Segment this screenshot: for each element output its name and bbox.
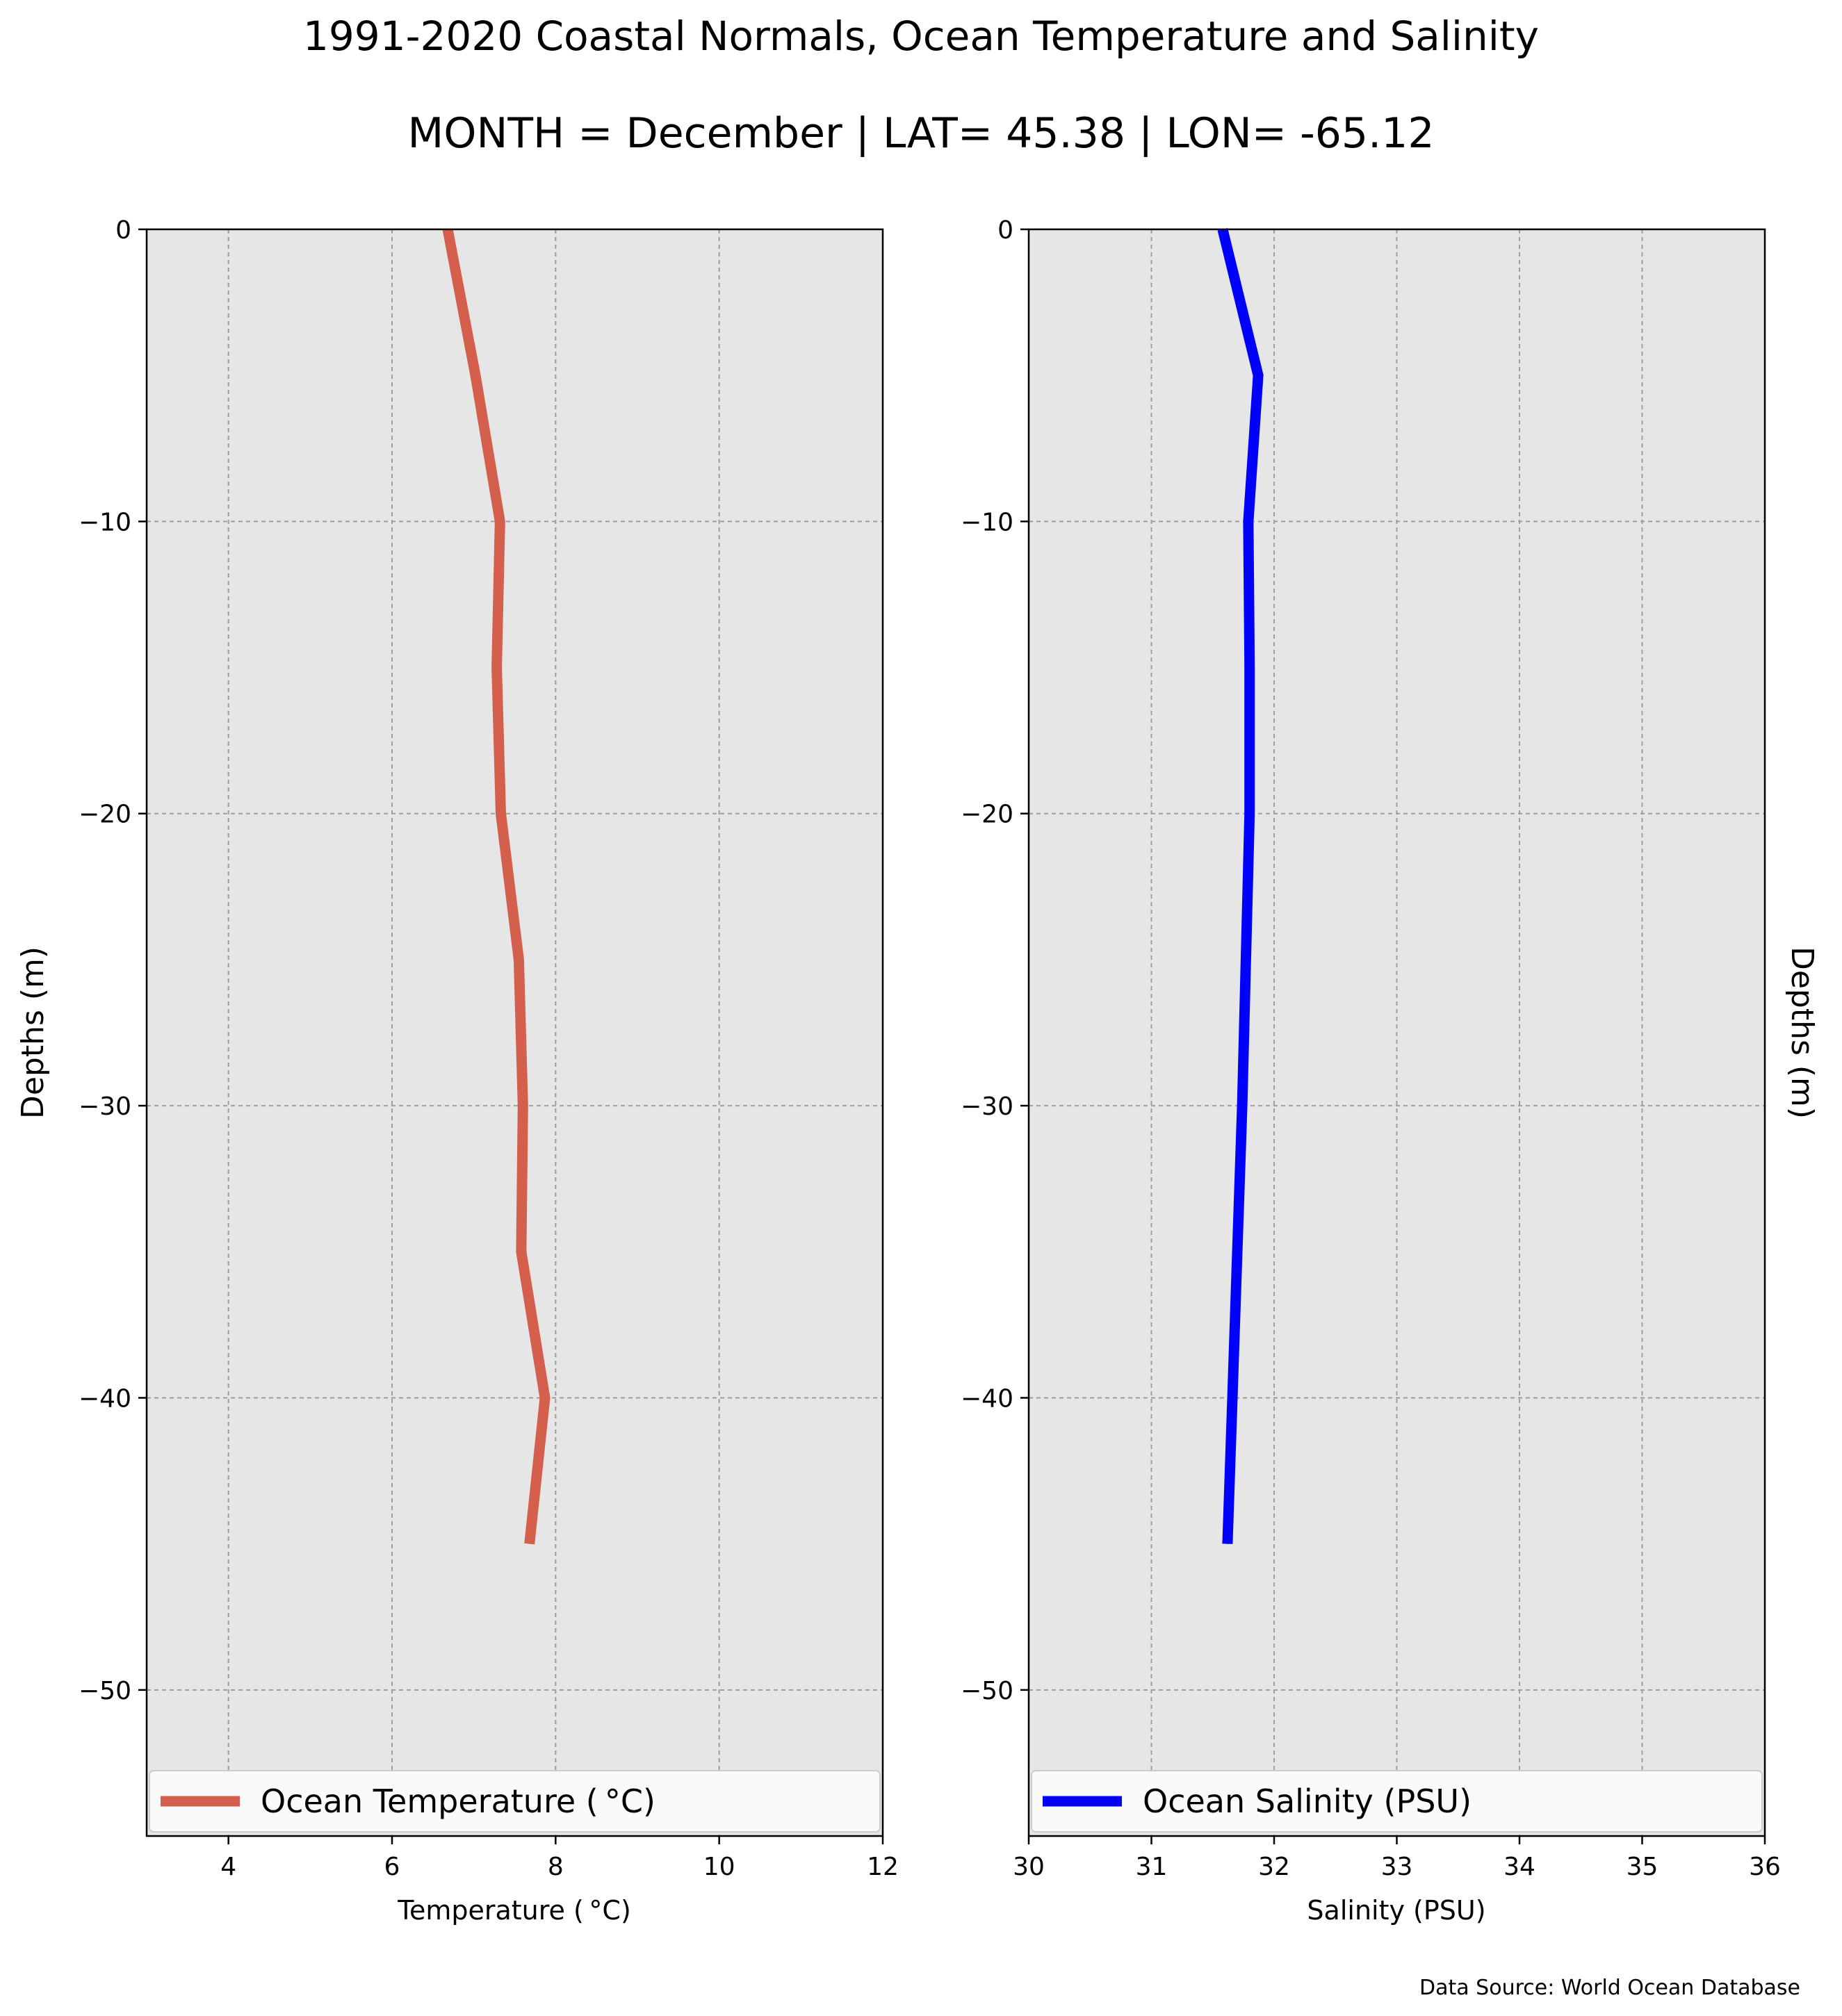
salinity-legend-label: Ocean Salinity (PSU) — [1143, 1783, 1472, 1820]
temperature-data-point — [529, 1543, 530, 1545]
temperature-x-tick-label: 10 — [703, 1853, 735, 1881]
temperature-x-tick-label: 8 — [548, 1853, 564, 1881]
temperature-series-line — [442, 228, 551, 1545]
salinity-data-point — [1257, 375, 1259, 376]
salinity-x-tick-label: 30 — [1013, 1853, 1045, 1881]
salinity-data-point — [1249, 813, 1250, 814]
temperature-y-tick-label: 0 — [115, 216, 131, 245]
temperature-data-point — [500, 813, 501, 814]
temperature-y-tick-label: −30 — [79, 1092, 131, 1121]
temperature-data-point — [496, 667, 498, 669]
chart-subtitle: MONTH = December | LAT= 45.38 | LON= -65… — [407, 109, 1434, 158]
temperature-y-tick-label: −20 — [79, 801, 131, 829]
salinity-y-tick-label: −40 — [961, 1384, 1013, 1413]
salinity-series-line — [1217, 228, 1264, 1544]
temperature-x-tick-label: 6 — [384, 1853, 400, 1881]
salinity-y-tick-label: −50 — [961, 1677, 1013, 1705]
temperature-legend: Ocean Temperature ( °C) — [149, 1770, 881, 1833]
salinity-x-axis-label: Salinity (PSU) — [1307, 1895, 1485, 1926]
temperature-y-tick-label: −50 — [79, 1677, 131, 1705]
salinity-data-point — [1249, 667, 1250, 669]
temperature-y-axis-label: Depths (m) — [15, 946, 51, 1119]
temperature-x-axis-label: Temperature ( °C) — [397, 1895, 631, 1926]
temperature-plot-area — [147, 229, 883, 1836]
salinity-y-tick-label: −10 — [961, 508, 1013, 536]
salinity-data-point — [1227, 1543, 1228, 1545]
salinity-x-tick-label: 34 — [1503, 1853, 1535, 1881]
salinity-panel: Ocean Salinity (PSU) 30 31 32 33 34 35 36 0 −10 −2… — [961, 216, 1820, 1926]
temperature-x-tick-label: 12 — [867, 1853, 899, 1881]
salinity-x-tick-label: 33 — [1381, 1853, 1413, 1881]
salinity-x-tick-label: 35 — [1627, 1853, 1658, 1881]
salinity-y-axis-label: Depths (m) — [1784, 946, 1820, 1119]
data-source-note: Data Source: World Ocean Database — [1419, 1976, 1800, 2000]
temperature-legend-label: Ocean Temperature ( °C) — [261, 1783, 655, 1820]
salinity-x-tick-label: 36 — [1749, 1853, 1781, 1881]
temperature-data-point — [475, 375, 476, 376]
salinity-y-tick-label: 0 — [997, 216, 1013, 245]
salinity-y-tick-label: −20 — [961, 801, 1013, 829]
salinity-x-tick-label: 31 — [1136, 1853, 1168, 1881]
temperature-legend-box — [149, 1770, 881, 1833]
salinity-x-tick-label: 32 — [1258, 1853, 1290, 1881]
chart-title: 1991-2020 Coastal Normals, Ocean Tempera… — [303, 13, 1539, 60]
salinity-legend-box — [1031, 1770, 1763, 1833]
temperature-x-tick-label: 4 — [220, 1853, 236, 1881]
temperature-panel: Ocean Temperature ( °C) 4 6 8 10 12 0 −10 −20 −30… — [15, 216, 899, 1926]
temperature-y-tick-label: −40 — [79, 1384, 131, 1413]
temperature-y-tick-label: −10 — [79, 508, 131, 536]
temperature-axes-frame — [145, 228, 884, 1837]
salinity-y-tick-label: −30 — [961, 1092, 1013, 1121]
salinity-legend: Ocean Salinity (PSU) — [1031, 1770, 1763, 1833]
